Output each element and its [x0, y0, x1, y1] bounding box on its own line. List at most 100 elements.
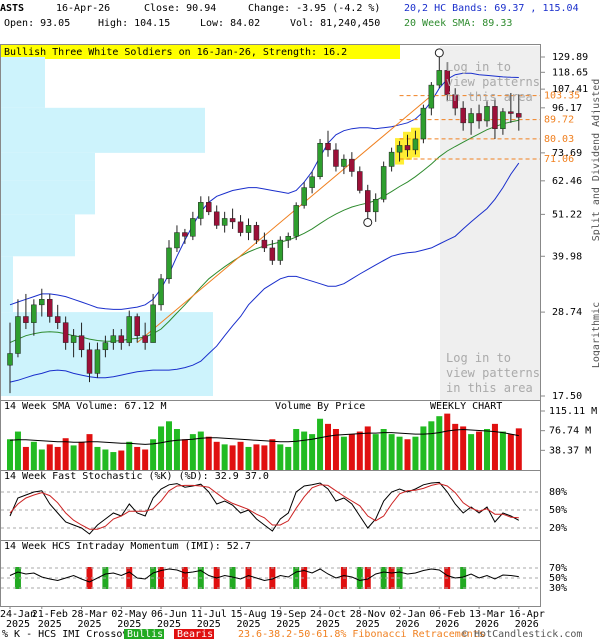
stoch-d [9, 483, 519, 530]
low: Low: 84.02 [200, 18, 260, 29]
x-tick-year: 2025 [78, 619, 102, 630]
candle-body [237, 221, 244, 233]
stoch-k [9, 481, 520, 535]
y-tick-label: 118.65 [552, 67, 588, 78]
x-tick-label: 21-Feb [32, 609, 68, 620]
candle-body [261, 239, 268, 249]
candle-body [516, 113, 522, 118]
y-tick-label: 28.74 [552, 307, 582, 318]
candle-body [333, 149, 339, 167]
volume-bar [253, 444, 260, 470]
volume-bar [460, 426, 467, 470]
volume-bar [285, 446, 292, 470]
y-tick-label: 96.17 [552, 103, 582, 114]
x-tick-year: 2025 [6, 619, 30, 630]
footer-bullish: Bullish [127, 629, 169, 640]
candle-body [277, 239, 284, 261]
volume-bar [507, 434, 514, 470]
login-note[interactable]: Log in to view patterns in this area [446, 351, 540, 395]
candle-body [396, 145, 403, 153]
scale-label: Logarithmic [591, 302, 600, 368]
volume-by-price-bar [1, 256, 13, 313]
date: 16-Apr-26 [56, 3, 110, 14]
candle-body [388, 151, 395, 167]
volume-bar [245, 446, 252, 470]
volume-bar [173, 428, 180, 470]
volume-bar [261, 445, 268, 470]
stoch-tick-label: 80% [549, 487, 567, 498]
candle-body [206, 202, 212, 213]
x-tick-year: 2026 [475, 619, 499, 630]
candle-body [78, 335, 85, 351]
login-note[interactable]: Log in to view patterns in this area [446, 60, 540, 104]
volume-tick-label: 38.37 M [549, 445, 591, 456]
volume-bar [293, 428, 300, 470]
candle-body [484, 106, 490, 122]
volume-bar [396, 436, 403, 470]
candle-body [23, 316, 29, 323]
candle-body [70, 335, 77, 343]
candle-body [142, 335, 148, 343]
volume-bar [317, 418, 324, 470]
x-tick-year: 2025 [237, 619, 261, 630]
x-tick-year: 2026 [515, 619, 539, 630]
candle-body [500, 111, 506, 129]
candle-body [460, 107, 466, 124]
volume-title: 14 Week SMA Volume: 67.12 M [4, 401, 167, 412]
x-tick-label: 28-Mar [71, 609, 107, 620]
x-tick-year: 2026 [435, 619, 459, 630]
volume-bar [348, 434, 355, 470]
imi-frame [0, 540, 541, 607]
x-tick-year: 2026 [396, 619, 420, 630]
volume-bar [340, 436, 347, 470]
volume-by-price-bar [1, 180, 95, 215]
volume-bar [436, 416, 443, 470]
volume-bar [213, 441, 220, 470]
volume-bar [22, 446, 29, 470]
volume-by-price-bar [1, 107, 205, 153]
volume-bar [118, 450, 125, 470]
y-tick-label: 39.98 [552, 251, 582, 262]
symbol: ASTS [0, 3, 24, 14]
volume-bar [70, 445, 77, 470]
x-tick-label: 15-Aug [230, 609, 266, 620]
candle-body [39, 299, 45, 306]
candle-body [182, 232, 188, 237]
volume-bar [325, 423, 331, 470]
volume-bar [7, 439, 13, 470]
y-tick-label: 107.41 [552, 84, 588, 95]
imi-tick-label: 50% [549, 573, 567, 584]
volume-bar [14, 431, 21, 470]
volume-bar [364, 426, 371, 470]
candle-body [317, 142, 323, 177]
candle-body [213, 211, 220, 226]
x-tick-label: 24-Jan [0, 609, 36, 620]
volume-bar [356, 431, 363, 470]
candle-body [47, 299, 53, 317]
candle-body [158, 278, 164, 306]
imi-line [9, 568, 519, 583]
candle-body [198, 202, 204, 219]
volume-bar [452, 423, 459, 470]
candle-body [357, 171, 363, 191]
stoch-title: 14 Week Fast Stochastic (%K) (%D): 32.9 … [4, 471, 269, 482]
x-tick-year: 2025 [117, 619, 141, 630]
imi-bullish-bar [380, 567, 387, 589]
candle-body [150, 304, 156, 343]
volume-bar [197, 431, 204, 470]
banner-bg [0, 44, 400, 59]
volume-bar [86, 434, 93, 470]
volume-bar [150, 439, 157, 470]
pivot-low [363, 217, 373, 227]
candle-body [285, 236, 291, 241]
candle-body [86, 349, 93, 374]
sma-stat: 20 Week SMA: 89.33 [404, 18, 512, 29]
volume-tick-label: 115.11 M [549, 406, 597, 417]
candle-body [245, 225, 252, 233]
pivot-high [434, 48, 444, 58]
volume-bar [277, 444, 284, 470]
weekly-label: WEEKLY CHART [430, 401, 502, 412]
volume-bar [94, 446, 101, 470]
x-tick-label: 24-Oct [310, 609, 346, 620]
